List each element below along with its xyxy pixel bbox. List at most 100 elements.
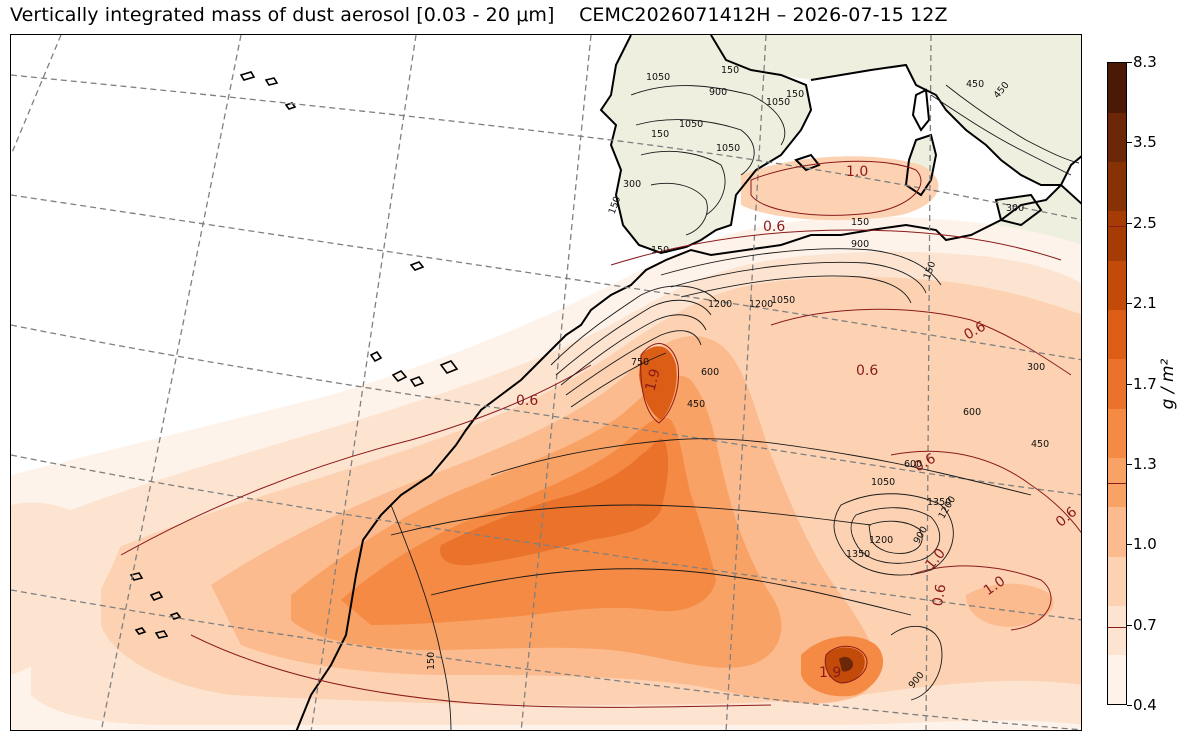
coast-corsica: [911, 88, 931, 132]
oro-label: 900: [709, 87, 727, 98]
oro-label: 150: [426, 652, 437, 670]
oro-label: 150: [851, 217, 869, 228]
meridian-3: [310, 35, 417, 730]
oro-sahara-1: [490, 438, 1032, 496]
run-identifier: CEMC2026071412H – 2026-07-15 12Z: [579, 4, 948, 26]
oro-label: 150: [721, 65, 739, 76]
map-title: Vertically integrated mass of dust aeros…: [10, 4, 948, 26]
meridian-2: [100, 35, 242, 730]
orography-contours: [390, 84, 1080, 730]
dust-level-7: [639, 346, 677, 420]
colorbar-tick-mark: [1127, 463, 1132, 465]
colorbar-segment: [1108, 260, 1126, 311]
colorbar-segment: [1108, 112, 1126, 163]
dust-contour-0.6-east: [890, 450, 1081, 534]
oro-label: 1050: [679, 119, 703, 130]
dust-label: 0.6: [763, 219, 785, 235]
oro-label: 600: [701, 367, 719, 378]
coast-sardinia: [904, 133, 938, 197]
islands: [129, 71, 459, 639]
island-canary-3: [409, 376, 425, 387]
oro-label: 1200: [869, 535, 893, 546]
map-canvas: 1.0 0.6 0.6 0.6 1.9 0.6 0.6 0.6 1.0 1.0 …: [11, 35, 1081, 730]
dust-contour-1.0-se: [910, 565, 1052, 631]
oro-label: 1050: [716, 143, 740, 154]
parallel-1: [11, 74, 1081, 221]
colorbar-tick-label: 1.3: [1133, 454, 1157, 473]
colorbar-tick-mark: [1127, 303, 1132, 305]
island-canary-1: [369, 350, 383, 363]
oro-label: 450: [966, 79, 984, 90]
oro-iberia-4: [650, 182, 708, 236]
oro-label: 750: [631, 357, 649, 368]
land-iberia: [601, 35, 811, 253]
meridian-4: [520, 35, 592, 730]
oro-tell-3: [680, 275, 912, 304]
island-canary-2: [391, 370, 408, 382]
oro-label: 1050: [771, 295, 795, 306]
oro-ahaggar-2: [850, 507, 941, 564]
oro-tell-2: [670, 261, 927, 294]
colorbar-tick-label: 2.5: [1133, 213, 1157, 232]
colorbar-segment: [1108, 358, 1126, 409]
dust-level-6: [440, 438, 669, 566]
oro-sahara-3: [430, 568, 912, 616]
oro-label: 450: [1031, 439, 1049, 450]
colorbar-tick-label: 1.7: [1133, 374, 1157, 393]
colorbar-tick-mark: [1127, 222, 1132, 224]
meridian-6: [925, 35, 932, 730]
oro-label: 600: [963, 407, 981, 418]
oro-italy-2: [945, 84, 1080, 164]
dust-east-patch: [966, 583, 1054, 627]
colorbar-tick-label: 1.0: [1133, 535, 1157, 554]
colorbar-tick-mark: [1127, 544, 1132, 546]
colorbar-segment: [1108, 161, 1126, 212]
colorbar: [1107, 62, 1127, 705]
oro-label: 300: [1006, 203, 1024, 214]
dust-contour-0.6-mid: [770, 308, 1072, 376]
oro-atlas-2: [555, 299, 712, 376]
dust-field: [11, 156, 1081, 730]
dust-contour-1.9-hotspot: [824, 645, 868, 684]
island-azores-1: [239, 71, 256, 81]
oro-label: 150: [651, 245, 669, 256]
colorbar-tick-label: 0.7: [1133, 615, 1157, 634]
parallel-2: [11, 194, 1081, 361]
oro-label: 600: [904, 459, 922, 470]
oro-label: 1200: [708, 299, 732, 310]
colorbar-separator: [1108, 627, 1126, 629]
coast-balearic: [794, 153, 821, 172]
meridian-5: [725, 35, 767, 730]
dust-label: 1.0: [846, 164, 868, 180]
oro-label: 150: [786, 89, 804, 100]
oro-label: 1050: [766, 97, 790, 108]
dust-contour-0.6-north: [610, 229, 1062, 266]
dust-label: 0.6: [856, 363, 878, 379]
colorbar-segment: [1108, 457, 1126, 508]
dust-hotspot-center: [839, 656, 854, 672]
colorbar-segment: [1108, 654, 1126, 704]
oro-tibesti: [890, 625, 943, 701]
colorbar-segment: [1108, 506, 1126, 557]
parallel-3: [11, 324, 1081, 496]
colorbar-tick-label: 0.4: [1133, 696, 1157, 714]
colorbar-tick-mark: [1127, 383, 1132, 385]
colorbar-tick-label: 2.1: [1133, 294, 1157, 313]
colorbar-tick-label: 8.3: [1133, 53, 1157, 71]
colorbar-segment: [1108, 408, 1126, 458]
meridian-1: [11, 35, 62, 156]
oro-label: 1350: [927, 497, 951, 508]
colorbar-segment: [1108, 556, 1126, 606]
coast-sicily: [994, 193, 1043, 227]
oro-iberia-2: [635, 119, 755, 176]
dust-label: 0.6: [516, 393, 538, 409]
oro-atlas-1: [550, 285, 717, 366]
parallel-4: [11, 454, 1081, 621]
island-canary-4: [439, 360, 459, 374]
dust-contours: [120, 160, 1081, 708]
oro-label: 300: [623, 179, 641, 190]
oro-label: 1350: [846, 549, 870, 560]
dust-west-ocean: [11, 502, 121, 675]
oro-iberia-3: [640, 150, 726, 216]
parallel-5: [11, 589, 1081, 730]
